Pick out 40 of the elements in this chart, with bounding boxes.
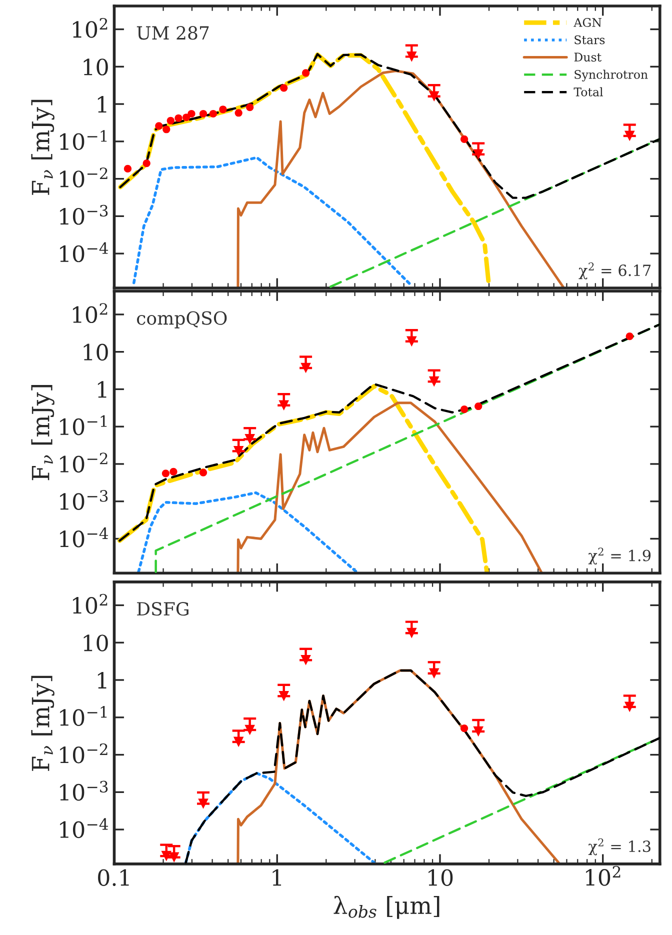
x-tick-label: 10 (428, 869, 453, 886)
y-tick-label: 10$^{−4}$ (60, 527, 108, 548)
y-axis-title: F$_{ν}$ [mJy] (31, 676, 54, 771)
x-tick-label: 0.1 (98, 869, 129, 886)
y-tick-label: 10 (84, 634, 108, 652)
y-tick-label: 10$^{−1}$ (60, 415, 107, 436)
y-tick-label: 10$^{−2}$ (60, 743, 108, 764)
x-tick-label: 1 (272, 869, 282, 886)
y-tick-label: 10$^{−3}$ (60, 780, 108, 801)
legend-label: AGN (574, 18, 602, 27)
annotation: χ$^{2}$ = 1.3 (588, 838, 650, 856)
y-tick-label: 10$^{−1}$ (60, 706, 107, 726)
y-tick-label: 10$^{−2}$ (60, 452, 108, 473)
y-tick-label: 1 (98, 381, 106, 398)
y-tick-label: 10$^{2}$ (72, 594, 108, 614)
y-tick-label: 10$^{2}$ (72, 18, 108, 38)
annotation: compQSO (136, 311, 227, 328)
legend-label: Stars (574, 35, 605, 44)
annotation: χ$^{2}$ = 1.9 (588, 548, 651, 564)
y-tick-label: 10$^{−2}$ (60, 167, 108, 188)
x-axis-title: λ$_{obs}$ [μm] (334, 896, 440, 919)
y-tick-label: 10$^{−1}$ (60, 130, 107, 150)
y-tick-label: 10 (84, 344, 108, 361)
y-tick-label: 10$^{2}$ (72, 303, 108, 324)
y-axis-title: F$_{ν}$ [mJy] (31, 385, 54, 480)
y-tick-label: 1 (98, 672, 106, 688)
legend-label: Synchrotron (574, 70, 648, 82)
x-tick-label: 10$^{2}$ (586, 866, 620, 886)
annotation: UM 287 (136, 26, 209, 40)
annotation: χ$^{2}$ = 6.17 (578, 262, 651, 280)
legend-label: Total (574, 87, 603, 96)
y-tick-label: 1 (98, 96, 106, 112)
y-axis-title: F$_{ν}$ [mJy] (31, 100, 54, 195)
y-tick-label: 10$^{−4}$ (60, 242, 108, 262)
legend-label: Dust (574, 52, 602, 62)
y-tick-label: 10$^{−3}$ (60, 204, 108, 225)
annotation: DSFG (137, 602, 188, 616)
y-tick-label: 10 (84, 58, 108, 76)
y-tick-label: 10$^{−4}$ (60, 818, 108, 838)
y-tick-label: 10$^{−3}$ (60, 490, 108, 510)
